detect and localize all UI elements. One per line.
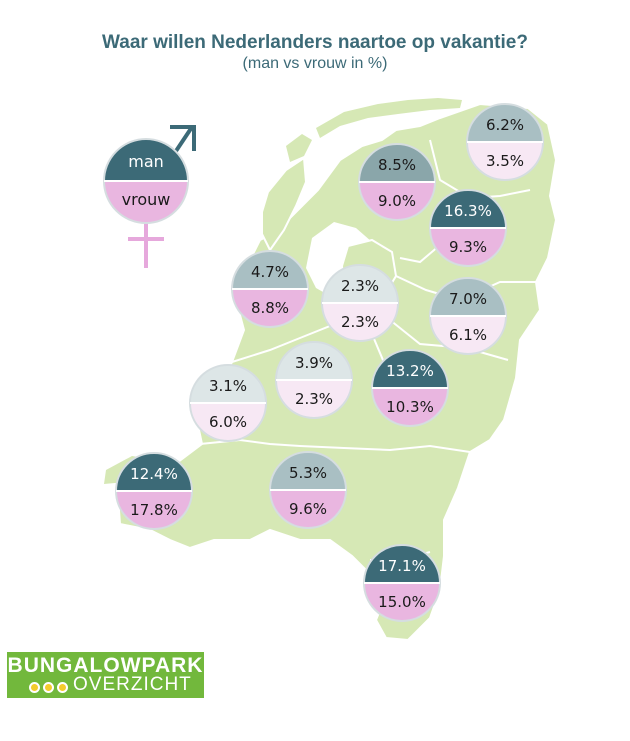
vrouw-value-label: 6.1% <box>449 326 487 344</box>
man-value-label: 6.2% <box>486 116 524 134</box>
man-value-label: 8.5% <box>378 156 416 174</box>
man-half <box>364 545 440 583</box>
logo-dot-2 <box>43 682 54 693</box>
region-circle: 4.7% 8.8% <box>231 250 309 328</box>
legend-vrouw-label: vrouw <box>122 190 171 209</box>
man-half <box>270 452 346 490</box>
vrouw-half <box>372 388 448 426</box>
legend-man-label: man <box>128 152 164 171</box>
vrouw-half <box>467 142 543 180</box>
man-value-label: 12.4% <box>130 465 178 483</box>
region-circle: 5.3% 9.6% <box>269 451 347 529</box>
man-half <box>467 104 543 142</box>
vrouw-half <box>232 289 308 327</box>
vrouw-half <box>322 303 398 341</box>
logo: BUNGALOWPARK OVERZICHT <box>7 652 204 698</box>
man-value-label: 3.9% <box>295 354 333 372</box>
logo-line-1: BUNGALOWPARK <box>7 654 204 677</box>
chart-title: Waar willen Nederlanders naartoe op vaka… <box>102 32 528 53</box>
vrouw-half <box>364 583 440 621</box>
man-half <box>430 190 506 228</box>
man-value-label: 16.3% <box>444 202 492 220</box>
region-circle: 13.2% 10.3% <box>371 349 449 427</box>
vrouw-value-label: 9.3% <box>449 238 487 256</box>
vrouw-value-label: 6.0% <box>209 413 247 431</box>
map-wadden-islands <box>316 98 462 138</box>
vrouw-value-label: 15.0% <box>378 593 426 611</box>
man-value-label: 13.2% <box>386 362 434 380</box>
man-half <box>372 350 448 388</box>
man-half <box>190 365 266 403</box>
legend-man-half <box>104 139 188 181</box>
vrouw-half <box>430 316 506 354</box>
male-arrow-head <box>170 125 196 151</box>
vrouw-value-label: 10.3% <box>386 398 434 416</box>
region-circle: 3.1% 6.0% <box>189 364 267 442</box>
vrouw-half <box>276 380 352 418</box>
man-half <box>116 453 192 491</box>
region-circle: 12.4% 17.8% <box>115 452 193 530</box>
logo-line-2: OVERZICHT <box>73 674 192 695</box>
man-half <box>430 278 506 316</box>
map-inner-sea <box>306 222 378 296</box>
region-circle: 6.2% 3.5% <box>466 103 544 181</box>
man-value-label: 17.1% <box>378 557 426 575</box>
region-circles: 6.2%3.5%8.5%9.0%16.3%9.3%4.7%8.8%2.3%2.3… <box>115 103 544 622</box>
logo-dots <box>29 680 71 698</box>
man-value-label: 4.7% <box>251 263 289 281</box>
man-value-label: 5.3% <box>289 464 327 482</box>
map-north-holland <box>261 156 308 252</box>
legend-vrouw-half <box>104 181 188 223</box>
logo-dot-1 <box>29 682 40 693</box>
vrouw-half <box>270 490 346 528</box>
man-half <box>232 251 308 289</box>
vrouw-half <box>116 491 192 529</box>
man-value-label: 7.0% <box>449 290 487 308</box>
man-half <box>322 265 398 303</box>
region-circle: 17.1% 15.0% <box>363 544 441 622</box>
region-circle: 8.5% 9.0% <box>358 143 436 221</box>
region-circle: 7.0% 6.1% <box>429 277 507 355</box>
vrouw-value-label: 9.0% <box>378 192 416 210</box>
vrouw-value-label: 8.8% <box>251 299 289 317</box>
man-half <box>276 342 352 380</box>
map-texel <box>286 134 312 162</box>
man-value-label: 2.3% <box>341 277 379 295</box>
region-circle: 16.3% 9.3% <box>429 189 507 267</box>
male-symbol-icon <box>174 125 194 153</box>
vrouw-half <box>430 228 506 266</box>
man-value-label: 3.1% <box>209 377 247 395</box>
region-circle: 3.9% 2.3% <box>275 341 353 419</box>
vrouw-value-label: 2.3% <box>295 390 333 408</box>
vrouw-value-label: 3.5% <box>486 152 524 170</box>
vrouw-value-label: 2.3% <box>341 313 379 331</box>
chart-subtitle: (man vs vrouw in %) <box>242 55 388 72</box>
vrouw-value-label: 17.8% <box>130 501 178 519</box>
legend: man vrouw <box>103 125 196 268</box>
logo-dot-3 <box>57 682 68 693</box>
vrouw-half <box>190 403 266 441</box>
man-half <box>359 144 435 182</box>
vrouw-value-label: 9.6% <box>289 500 327 518</box>
vrouw-half <box>359 182 435 220</box>
region-circle: 2.3% 2.3% <box>321 264 399 342</box>
